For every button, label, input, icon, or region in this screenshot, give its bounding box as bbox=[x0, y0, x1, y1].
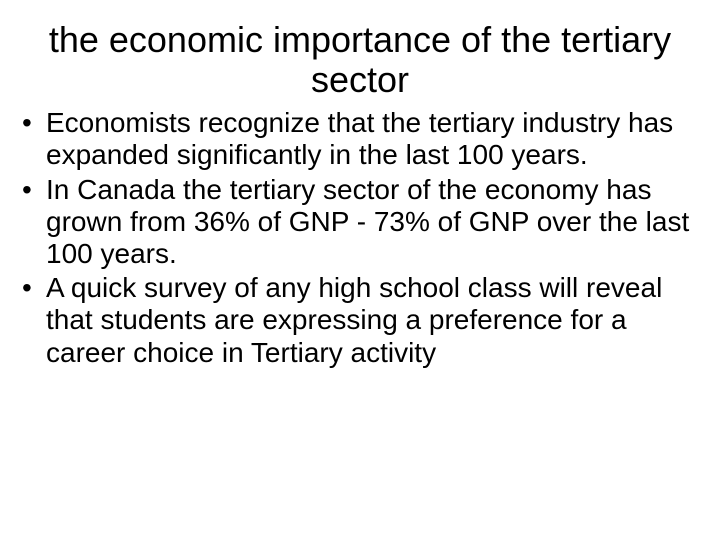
bullet-list: Economists recognize that the tertiary i… bbox=[18, 107, 702, 369]
list-item: In Canada the tertiary sector of the eco… bbox=[18, 174, 702, 271]
list-item: A quick survey of any high school class … bbox=[18, 272, 702, 369]
slide-title: the economic importance of the tertiary … bbox=[18, 20, 702, 99]
list-item: Economists recognize that the tertiary i… bbox=[18, 107, 702, 171]
